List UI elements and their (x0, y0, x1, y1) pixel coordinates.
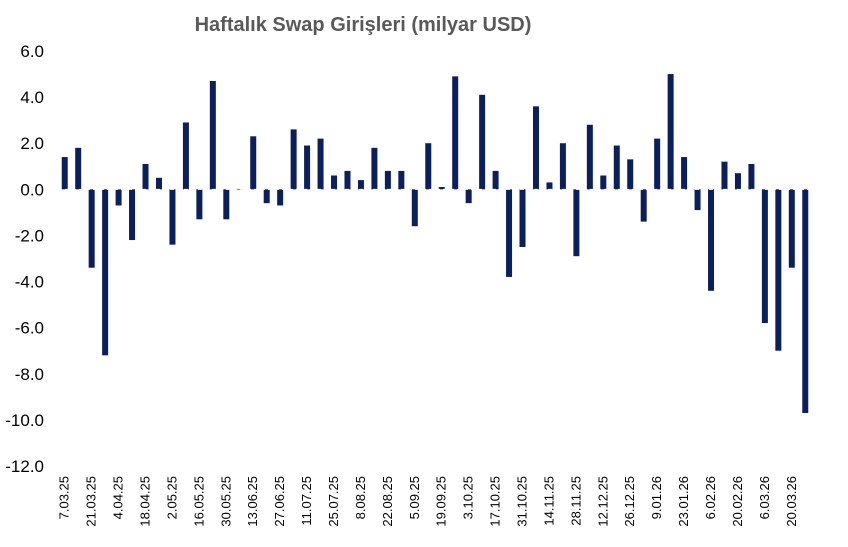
bar (290, 129, 297, 190)
bar (182, 122, 189, 190)
bar (425, 143, 432, 190)
bar (573, 189, 580, 257)
bar (627, 159, 634, 190)
bar (465, 189, 472, 204)
bar (142, 163, 149, 190)
bar (115, 189, 122, 206)
bar (532, 106, 539, 190)
bar (398, 170, 405, 190)
x-tick-label: 21.03.25 (84, 476, 99, 527)
bar (223, 189, 230, 220)
bar (546, 182, 553, 190)
bar (155, 177, 162, 190)
bar (681, 157, 688, 190)
x-tick-label: 27.06.25 (272, 476, 287, 527)
chart-title: Haftalık Swap Girişleri (milyar USD) (195, 14, 532, 36)
x-tick-label: 30.05.25 (218, 476, 233, 527)
x-tick-label: 28.11.25 (568, 476, 583, 526)
bar (586, 124, 593, 190)
bar (654, 138, 661, 190)
x-tick-label: 11.07.25 (299, 476, 314, 526)
x-tick-label: 6.03.26 (757, 476, 772, 519)
x-tick-label: 9.01.26 (649, 476, 664, 519)
bar (317, 138, 324, 190)
y-tick-label: 2.0 (20, 134, 44, 153)
bar (559, 143, 566, 190)
bar (344, 170, 351, 190)
bar (61, 157, 68, 190)
y-axis: 6.0 4.0 2.0 0.0 -2.0 -4.0 -6.0 -8.0 -10.0 -12.0 (5, 42, 44, 476)
bar (613, 145, 620, 190)
bar (640, 189, 647, 222)
x-tick-label: 26.12.25 (622, 476, 637, 527)
bar (263, 189, 270, 204)
x-tick-label: 3.10.25 (461, 476, 476, 519)
x-tick-label: 8.08.25 (353, 476, 368, 519)
bar (371, 147, 378, 190)
bar (452, 76, 459, 190)
bar (600, 175, 607, 190)
x-tick-label: 4.04.25 (111, 476, 126, 519)
x-tick-label: 2.05.25 (164, 476, 179, 519)
bar (88, 189, 95, 268)
x-tick-label: 5.09.25 (407, 476, 422, 519)
bar (506, 189, 513, 277)
x-tick-label: 23.01.26 (676, 476, 691, 527)
bar (411, 189, 418, 227)
bar (667, 74, 674, 190)
bar (788, 189, 795, 268)
x-tick-label: 20.03.26 (784, 476, 799, 527)
x-tick-label: 18.04.25 (138, 476, 153, 527)
x-tick-label: 25.07.25 (326, 476, 341, 527)
bar (236, 189, 243, 190)
bar (438, 187, 445, 190)
y-tick-label: -2.0 (15, 226, 44, 245)
bar (479, 94, 486, 190)
bar (384, 170, 391, 190)
x-axis: 7.03.25 21.03.25 4.04.25 18.04.25 2.05.25 16.… (57, 476, 799, 527)
y-tick-label: -12.0 (5, 457, 44, 476)
y-tick-label: -10.0 (5, 411, 44, 430)
bar (250, 136, 257, 190)
x-tick-label: 6.02.26 (703, 476, 718, 519)
bars (61, 74, 809, 413)
y-tick-label: -8.0 (15, 365, 44, 384)
x-tick-label: 12.12.25 (595, 476, 610, 527)
bar (277, 189, 284, 206)
bar (519, 189, 526, 247)
x-tick-label: 7.03.25 (57, 476, 72, 519)
bar (331, 175, 338, 190)
bar (196, 189, 203, 220)
x-tick-label: 17.10.25 (488, 476, 503, 527)
bar (169, 189, 176, 245)
bar (209, 80, 216, 190)
bar (775, 189, 782, 351)
y-tick-label: 0.0 (20, 180, 44, 199)
bar (802, 189, 809, 413)
bar (721, 161, 728, 190)
y-tick-label: -4.0 (15, 273, 44, 292)
x-tick-label: 19.09.25 (434, 476, 449, 527)
bar (734, 173, 741, 190)
x-tick-label: 31.10.25 (515, 476, 530, 527)
x-tick-label: 13.06.25 (245, 476, 260, 527)
bar (102, 189, 109, 356)
y-tick-label: -6.0 (15, 319, 44, 338)
y-tick-label: 4.0 (20, 88, 44, 107)
x-tick-label: 14.11.25 (541, 476, 556, 526)
bar (748, 163, 755, 190)
y-tick-label: 6.0 (20, 42, 44, 61)
x-tick-label: 16.05.25 (191, 476, 206, 527)
bar (304, 145, 311, 190)
bar (694, 189, 701, 211)
bar (761, 189, 768, 324)
bar (492, 170, 499, 190)
x-tick-label: 22.08.25 (380, 476, 395, 527)
bar (129, 189, 136, 241)
bar (75, 147, 82, 190)
bar (708, 189, 715, 291)
bar (357, 180, 364, 190)
x-tick-label: 20.02.26 (730, 476, 745, 527)
